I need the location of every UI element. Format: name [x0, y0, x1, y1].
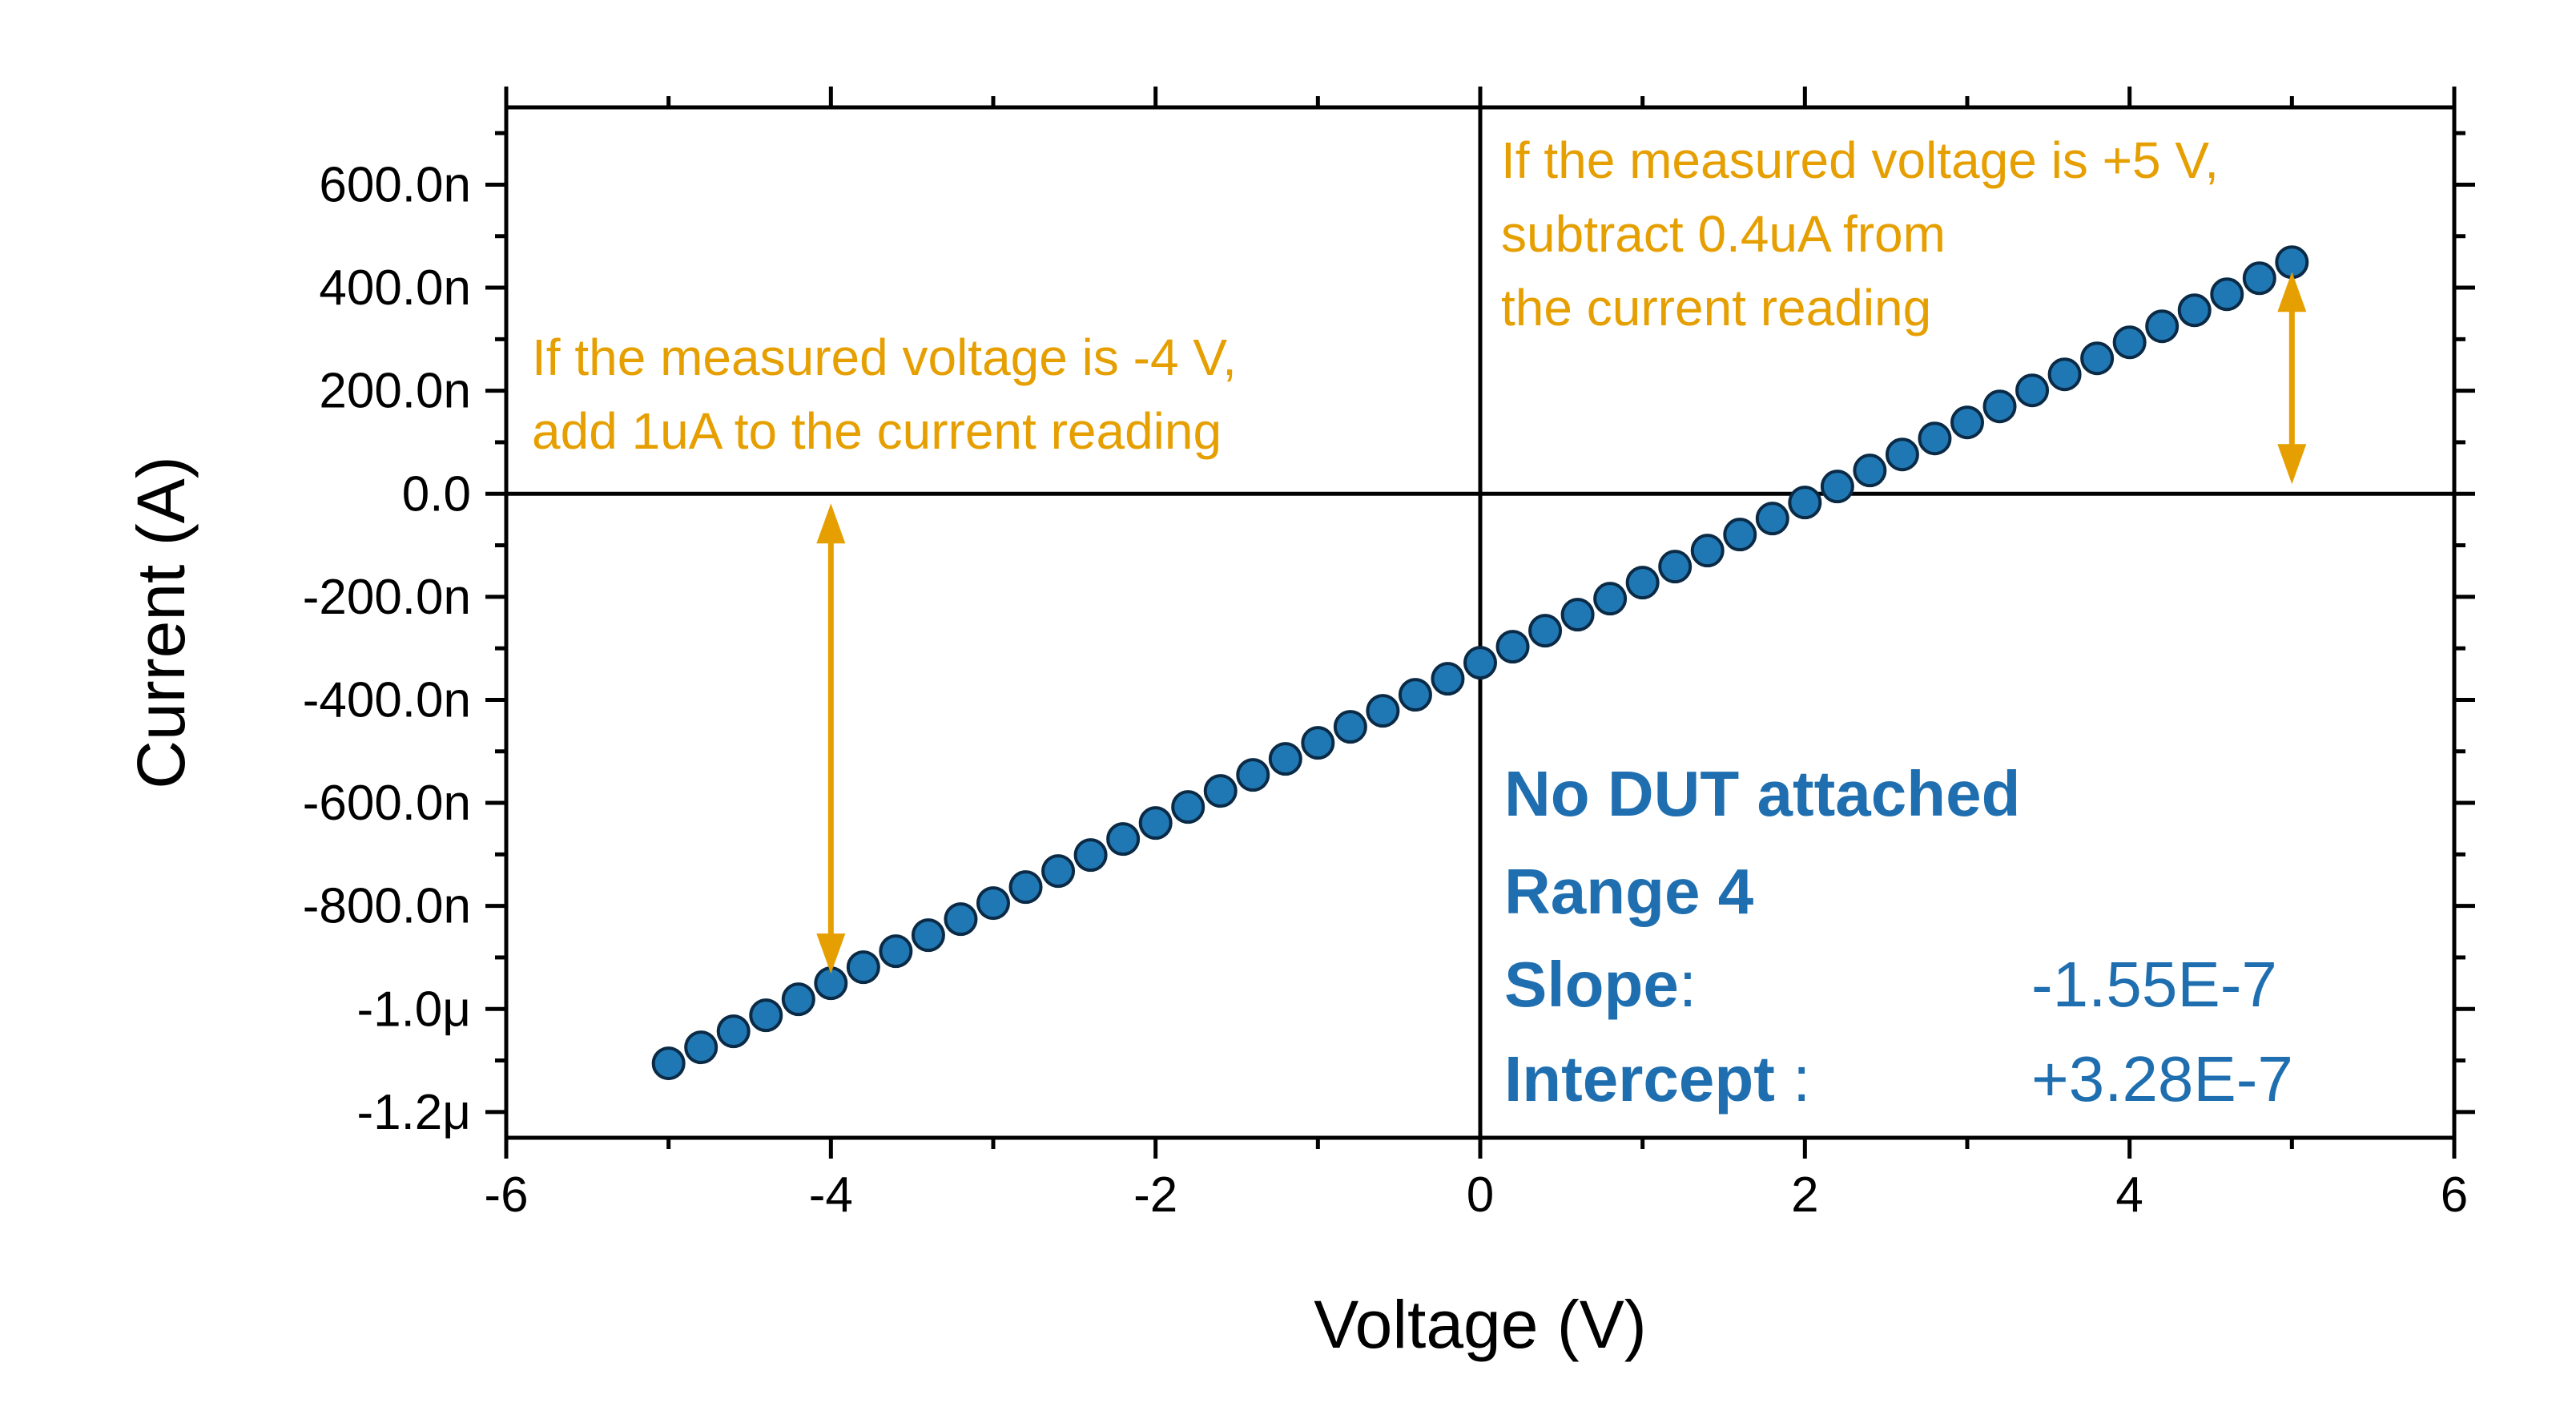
info-title: No DUT attached: [1504, 758, 2021, 829]
data-point: [1073, 838, 1108, 873]
data-point: [1918, 421, 1952, 456]
data-point: [2015, 373, 2050, 408]
data-point: [749, 998, 783, 1033]
info-range: Range 4: [1504, 856, 1754, 927]
data-point: [1268, 742, 1302, 776]
data-point: [1203, 774, 1238, 808]
y-tick-label: 400.0n: [319, 260, 471, 316]
y-tick-label: -600.0n: [303, 776, 471, 831]
data-point: [1885, 437, 1919, 472]
x-axis-label: Voltage (V): [1314, 1287, 1647, 1362]
x-tick-label: -4: [809, 1167, 853, 1223]
info-slope-line: Slope:: [1504, 949, 1697, 1020]
data-group: [651, 245, 2309, 1081]
data-point: [1560, 598, 1595, 632]
y-tick-label: -400.0n: [303, 672, 471, 728]
data-point: [1301, 726, 1335, 760]
data-point: [1463, 646, 1497, 680]
data-point: [2047, 357, 2082, 392]
y-tick-label: -1.2μ: [356, 1085, 471, 1140]
data-point: [1593, 582, 1628, 616]
data-point: [2177, 293, 2212, 328]
data-point: [1333, 710, 1367, 744]
data-point: [2112, 325, 2147, 360]
data-point: [1138, 806, 1173, 840]
info-intercept-line: Intercept :: [1504, 1043, 1810, 1115]
data-point: [944, 902, 978, 937]
data-point: [781, 982, 815, 1017]
data-point: [2080, 341, 2115, 376]
info-intercept-colon: :: [1775, 1043, 1810, 1115]
data-point: [846, 950, 880, 985]
info-slope-label: Slope: [1504, 949, 1679, 1020]
data-point: [1236, 758, 1270, 792]
right-double-arrow: [2277, 272, 2307, 485]
left-note-line: If the measured voltage is -4 V,: [532, 329, 1237, 386]
x-tick-label: 4: [2115, 1167, 2143, 1223]
x-tick-label: 0: [1467, 1167, 1494, 1223]
x-tick-label: 2: [1791, 1167, 1818, 1223]
y-axis-label: Current (A): [123, 456, 199, 788]
x-tick-label: -2: [1133, 1167, 1177, 1223]
right-note-line: subtract 0.4uA from: [1501, 205, 1946, 263]
right-double-arrow-head-down: [2277, 444, 2307, 485]
data-point: [1690, 534, 1725, 568]
right-double-arrow-head-up: [2277, 272, 2307, 312]
data-point: [1106, 822, 1141, 857]
data-point: [1495, 630, 1530, 664]
data-point: [2145, 309, 2180, 344]
info-slope-colon: :: [1679, 949, 1697, 1020]
y-tick-label: 200.0n: [319, 364, 471, 419]
info-intercept-label: Intercept: [1504, 1043, 1775, 1115]
data-point: [2210, 277, 2244, 312]
data-point: [1528, 614, 1563, 648]
y-tick-label: 0.0: [402, 466, 471, 522]
data-point: [1788, 486, 1822, 520]
data-point: [716, 1014, 751, 1049]
right-note-line: If the measured voltage is +5 V,: [1501, 131, 2219, 189]
data-point: [1820, 470, 1854, 504]
data-point: [1398, 678, 1432, 712]
data-point: [651, 1046, 686, 1081]
data-point: [2242, 261, 2276, 296]
data-point: [1723, 518, 1757, 552]
info-intercept-value: +3.28E-7: [2031, 1043, 2293, 1115]
data-point: [879, 934, 913, 969]
data-point: [1366, 694, 1400, 728]
data-point: [1755, 502, 1789, 536]
y-tick-label: 600.0n: [319, 157, 471, 212]
axes-group: -6 -4 -2 0 2 4 6 -1.2μ -1.0μ -800.0n -600.0n -400.0…: [123, 87, 2475, 1362]
data-point: [976, 886, 1010, 921]
x-tick-label: 6: [2441, 1167, 2468, 1223]
y-tick-label: -800.0n: [303, 879, 471, 934]
left-double-arrow: [816, 503, 846, 974]
left-double-arrow-head-up: [816, 503, 846, 544]
y-tick-label: -1.0μ: [356, 982, 471, 1037]
left-note-line: add 1uA to the current reading: [532, 402, 1222, 460]
data-point: [1625, 566, 1660, 600]
data-point: [1658, 550, 1693, 584]
y-tick-label: -200.0n: [303, 570, 471, 625]
right-note-line: the current reading: [1501, 279, 1931, 337]
data-point: [1171, 790, 1205, 824]
info-slope-value: -1.55E-7: [2031, 949, 2277, 1020]
data-point: [1950, 405, 1984, 440]
x-tick-label: -6: [484, 1167, 528, 1223]
data-point: [1431, 662, 1465, 696]
data-point: [1041, 854, 1076, 889]
data-point: [1008, 870, 1043, 905]
annotation-group: If the measured voltage is -4 V, add 1uA …: [532, 131, 2307, 1115]
left-double-arrow-head-down: [816, 933, 846, 974]
data-point: [1982, 389, 2017, 424]
data-point: [1853, 454, 1887, 488]
data-point: [911, 918, 945, 953]
data-point: [684, 1030, 718, 1065]
